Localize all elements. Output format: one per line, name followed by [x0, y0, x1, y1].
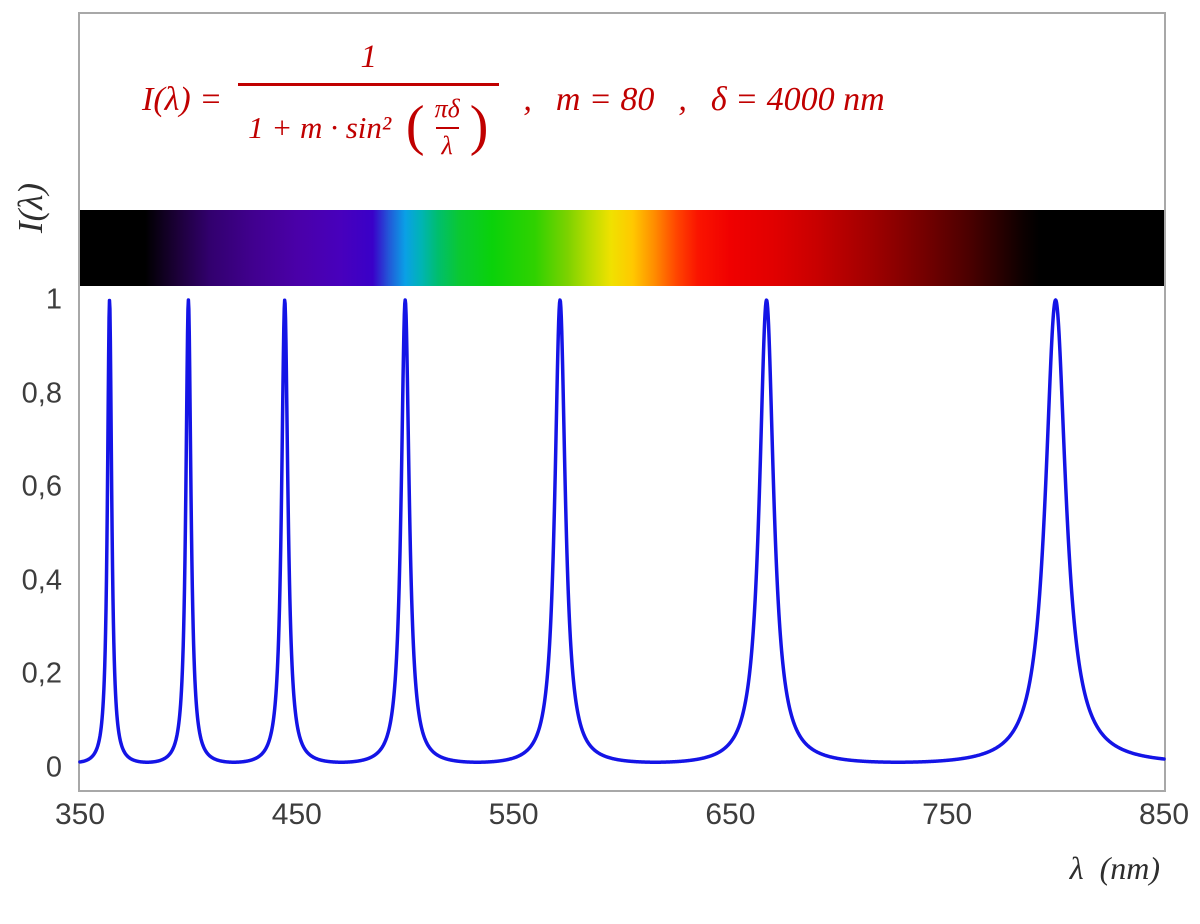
x-tick-label: 750 [922, 798, 973, 831]
x-tick-label: 650 [705, 798, 756, 831]
separator-comma: , [523, 81, 532, 118]
fraction-numerator: 1 [360, 39, 378, 75]
y-tick-label: 1 [45, 283, 62, 316]
y-tick-label: 0,4 [21, 564, 62, 597]
y-tick-label: 0,6 [21, 470, 62, 503]
close-paren: ) [469, 95, 489, 158]
open-paren: ( [405, 95, 425, 158]
y-axis-tick-labels: 0 0,2 0,4 0,6 0,8 1 [0, 0, 64, 800]
separator-comma: , [678, 81, 687, 118]
inner-denominator: λ [435, 127, 459, 161]
x-tick-label: 550 [488, 798, 539, 831]
formula-lhs: I(λ) = [142, 81, 223, 118]
x-tick-label: 850 [1138, 798, 1190, 831]
y-tick-label: 0,8 [21, 377, 62, 410]
y-tick-label: 0 [45, 751, 62, 784]
formula-fraction: 1 1 + m · sin² ( πδ λ ) [238, 39, 500, 161]
y-tick-label: 0,2 [21, 657, 62, 690]
visible-spectrum-bar [80, 210, 1164, 286]
x-tick-label: 450 [271, 798, 322, 831]
inner-numerator: πδ [434, 94, 460, 123]
inner-fraction: πδ λ [429, 94, 466, 161]
x-axis-title: λ (nm) [1069, 850, 1160, 886]
formula-annotation: I(λ) = 1 1 + m · sin² ( πδ λ ) , m = 80 … [142, 30, 885, 170]
x-axis-tick-labels: 350 450 550 650 750 850 [0, 798, 1200, 838]
y-axis-title: I(λ) [11, 182, 50, 234]
param-delta: δ = 4000 nm [710, 81, 885, 118]
param-m: m = 80 [555, 81, 655, 118]
fraction-denominator: 1 + m · sin² ( πδ λ ) [238, 83, 500, 161]
denominator-text: 1 + m · sin² [248, 109, 399, 145]
x-tick-label: 350 [54, 798, 106, 831]
